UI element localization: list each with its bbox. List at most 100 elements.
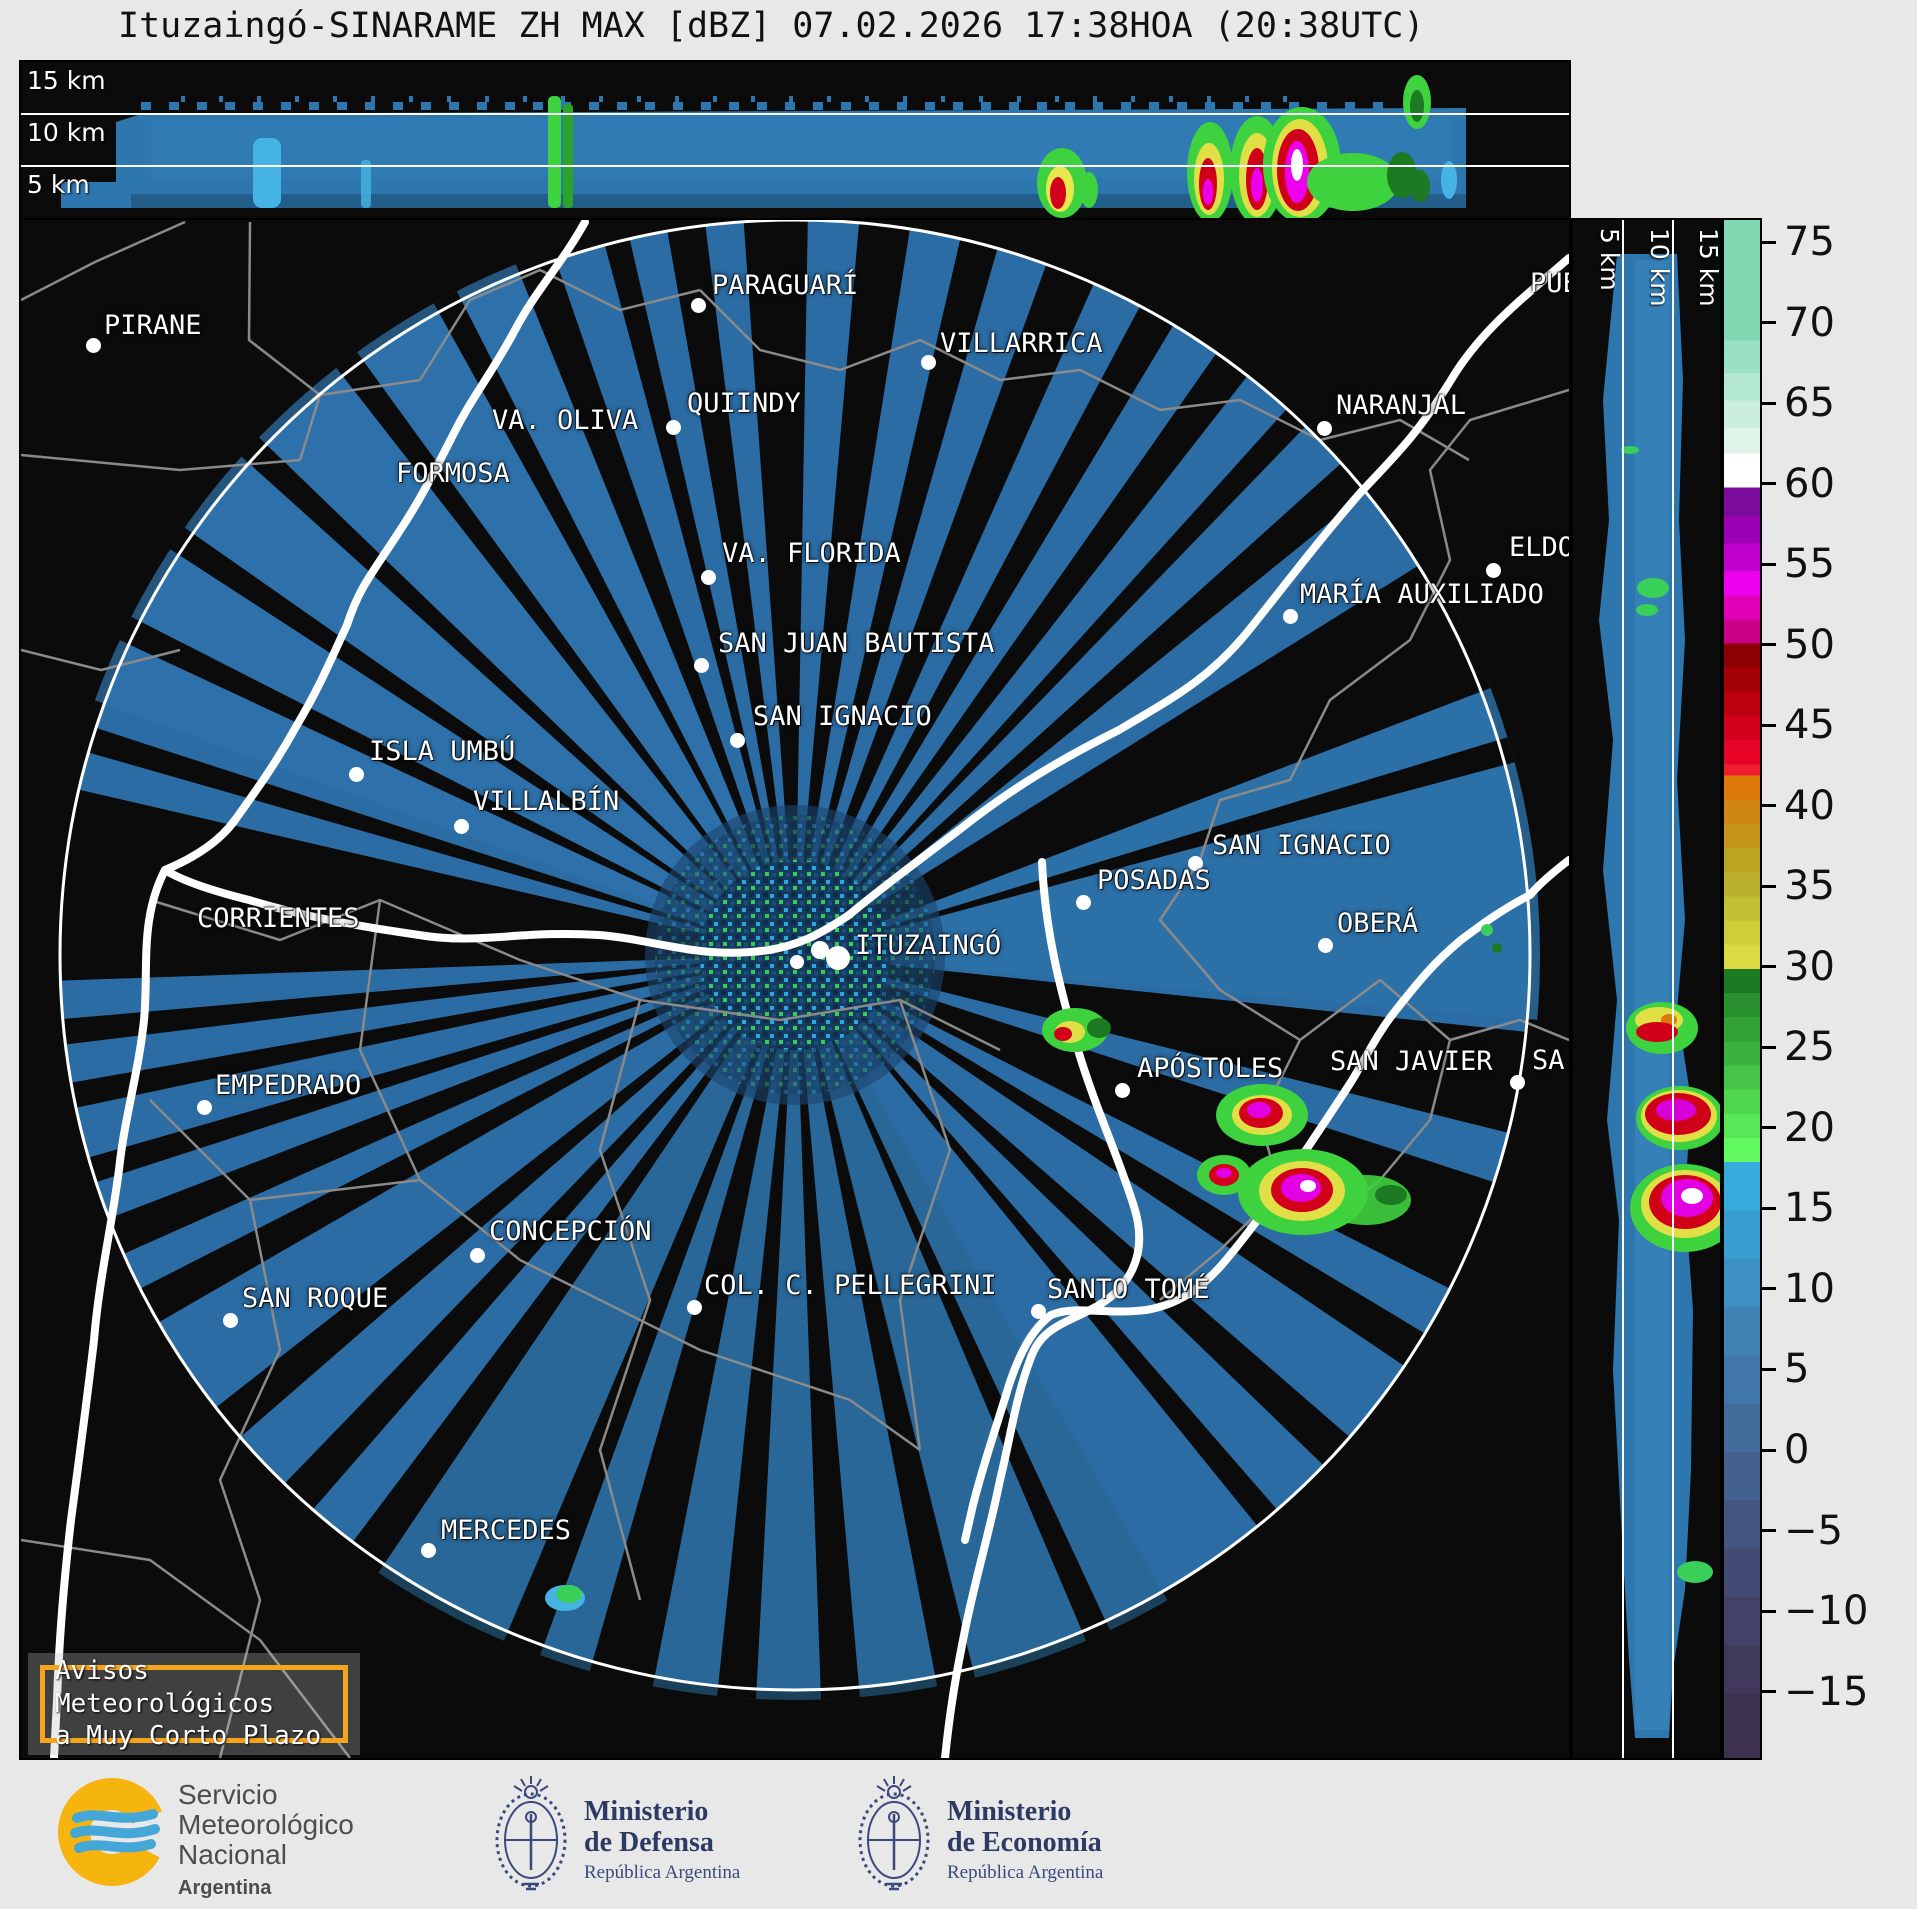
colorbar-tick-mark — [1762, 1287, 1776, 1291]
city-dot — [1486, 563, 1501, 578]
city-dot — [1115, 1083, 1130, 1098]
city-dot — [470, 1248, 485, 1263]
map-storm-cells — [545, 924, 1502, 1611]
radar-map-panel: PIRANE PARAGUARÍ VILLARRICA QUIINDY VA. OLIV… — [19, 218, 1571, 1760]
height-label: 15 km — [1694, 228, 1722, 307]
colorbar-tick-label: 60 — [1784, 460, 1835, 507]
height-label: 15 km — [27, 66, 106, 95]
colorbar-tick-mark — [1762, 1206, 1776, 1210]
city-dot — [1031, 1304, 1046, 1319]
colorbar-tick-mark — [1762, 1126, 1776, 1130]
city-label: VILLALBÍN — [473, 786, 620, 817]
smn-line-1: Servicio — [178, 1779, 278, 1810]
city-dot — [1188, 856, 1203, 871]
city-label: SAN IGNACIO — [1212, 830, 1391, 861]
city-label: OBERÁ — [1337, 908, 1419, 939]
city-label: EMPEDRADO — [215, 1070, 362, 1101]
city-dot — [921, 355, 936, 370]
city-label: VILLARRICA — [940, 328, 1103, 359]
coat-of-arms-icon — [495, 1776, 567, 1891]
city-dot — [691, 298, 706, 313]
city-dot — [1510, 1075, 1525, 1090]
city-dot — [421, 1543, 436, 1558]
city-label: PARAGUARÍ — [712, 270, 859, 301]
colorbar-tick-label: 65 — [1784, 380, 1835, 427]
colorbar-tick-label: −5 — [1784, 1507, 1843, 1554]
city-label: PIRANE — [104, 310, 202, 341]
smn-line-4: Argentina — [178, 1877, 272, 1899]
height-gridlines — [1622, 220, 1674, 1758]
colorbar-tick-label: 25 — [1784, 1024, 1835, 1071]
colorbar-tick-label: 35 — [1784, 863, 1835, 910]
colorbar-tick-label: −10 — [1784, 1588, 1869, 1635]
colorbar-tick-label: 5 — [1784, 1346, 1810, 1393]
colorbar-tick-label: 75 — [1784, 219, 1835, 266]
city-label: CORRIENTES — [197, 903, 360, 934]
smn-logo-group: Servicio Meteorológico Nacional Argentin… — [55, 1760, 475, 1909]
defensa-line-1: Ministerio — [584, 1796, 709, 1827]
city-dot — [666, 420, 681, 435]
colorbar-tick-label: −15 — [1784, 1668, 1869, 1715]
city-label: VA. FLORIDA — [722, 538, 901, 569]
city-label: SAN JUAN BAUTISTA — [718, 628, 995, 659]
height-label: 5 km — [1595, 228, 1624, 291]
height-label: 10 km — [27, 118, 106, 147]
city-dot — [197, 1100, 212, 1115]
colorbar-tick-mark — [1762, 884, 1776, 888]
city-label: FORMOSA — [396, 458, 510, 489]
colorbar-tick-mark — [1762, 965, 1776, 969]
colorbar-tick-mark — [1762, 1529, 1776, 1533]
city-dot — [1317, 421, 1332, 436]
colorbar-tick-mark — [1762, 804, 1776, 808]
colorbar-tick-label: 20 — [1784, 1104, 1835, 1151]
defensa-line-3: República Argentina — [584, 1862, 741, 1883]
alert-line-1: Avisos Meteorológicos — [55, 1656, 275, 1719]
height-label: 10 km — [1645, 228, 1674, 307]
top-cross-section-panel: 15 km 10 km 5 km — [19, 60, 1571, 220]
alert-box-frame: Avisos Meteorológicos a Muy Corto Plazo — [40, 1656, 348, 1751]
city-label: MERCEDES — [441, 1515, 572, 1546]
alert-line-2: a Muy Corto Plazo — [55, 1721, 322, 1752]
economia-line-3: República Argentina — [947, 1862, 1104, 1883]
city-label: SA — [1532, 1045, 1565, 1076]
figure-title: Ituzaingó-SINARAME ZH MAX [dBZ] 07.02.20… — [118, 6, 1425, 46]
city-dot — [454, 819, 469, 834]
colorbar-tick-label: 55 — [1784, 541, 1835, 588]
city-dot — [701, 570, 716, 585]
colorbar-tick-mark — [1762, 401, 1776, 405]
smn-line-3: Nacional — [178, 1839, 287, 1870]
footer-logos: Servicio Meteorológico Nacional Argentin… — [0, 1760, 1917, 1909]
colorbar-tick-mark — [1762, 482, 1776, 486]
colorbar-gradient — [1722, 218, 1762, 1760]
city-dot — [349, 767, 364, 782]
city-label: MARÍA AUXILIADO — [1300, 579, 1544, 610]
radar-map-plot — [21, 220, 1569, 1758]
alert-box: Avisos Meteorológicos a Muy Corto Plazo — [28, 1653, 360, 1755]
colorbar-tick-mark — [1762, 1367, 1776, 1371]
city-label: APÓSTOLES — [1137, 1053, 1284, 1084]
economia-logo-text: Ministerio de Economía República Argenti… — [947, 1796, 1103, 1884]
right-cross-section-panel: 5 km 10 km 15 km — [1571, 218, 1722, 1760]
colorbar-tick-label: 40 — [1784, 782, 1835, 829]
city-label: NARANJAL — [1336, 390, 1467, 421]
city-label: SAN IGNACIO — [753, 701, 932, 732]
right-cross-section-plot — [1599, 220, 1720, 1758]
range-circle — [58, 220, 1532, 1692]
colorbar-tick-label: 10 — [1784, 1265, 1835, 1312]
smn-logo-icon — [57, 1778, 166, 1886]
height-gridlines — [21, 113, 1569, 167]
defensa-logo-group: Ministerio de Defensa República Argentin… — [492, 1760, 822, 1909]
smn-line-2: Meteorológico — [178, 1809, 354, 1840]
coat-of-arms-icon — [858, 1776, 930, 1891]
defensa-logo-text: Ministerio de Defensa República Argentin… — [584, 1796, 740, 1884]
city-label: ELDO — [1509, 532, 1571, 563]
colorbar-tick-mark — [1762, 1609, 1776, 1613]
colorbar-tick-label: 30 — [1784, 943, 1835, 990]
city-dot — [1076, 895, 1091, 910]
colorbar-tick-mark — [1762, 723, 1776, 727]
city-label: VA. OLIVA — [492, 405, 639, 436]
colorbar-tick-label: 45 — [1784, 702, 1835, 749]
height-label: 5 km — [27, 170, 90, 199]
colorbar: 75 70 65 60 55 50 45 40 35 30 25 20 15 10 5 0 −5 −10 −15 — [1722, 218, 1917, 1760]
